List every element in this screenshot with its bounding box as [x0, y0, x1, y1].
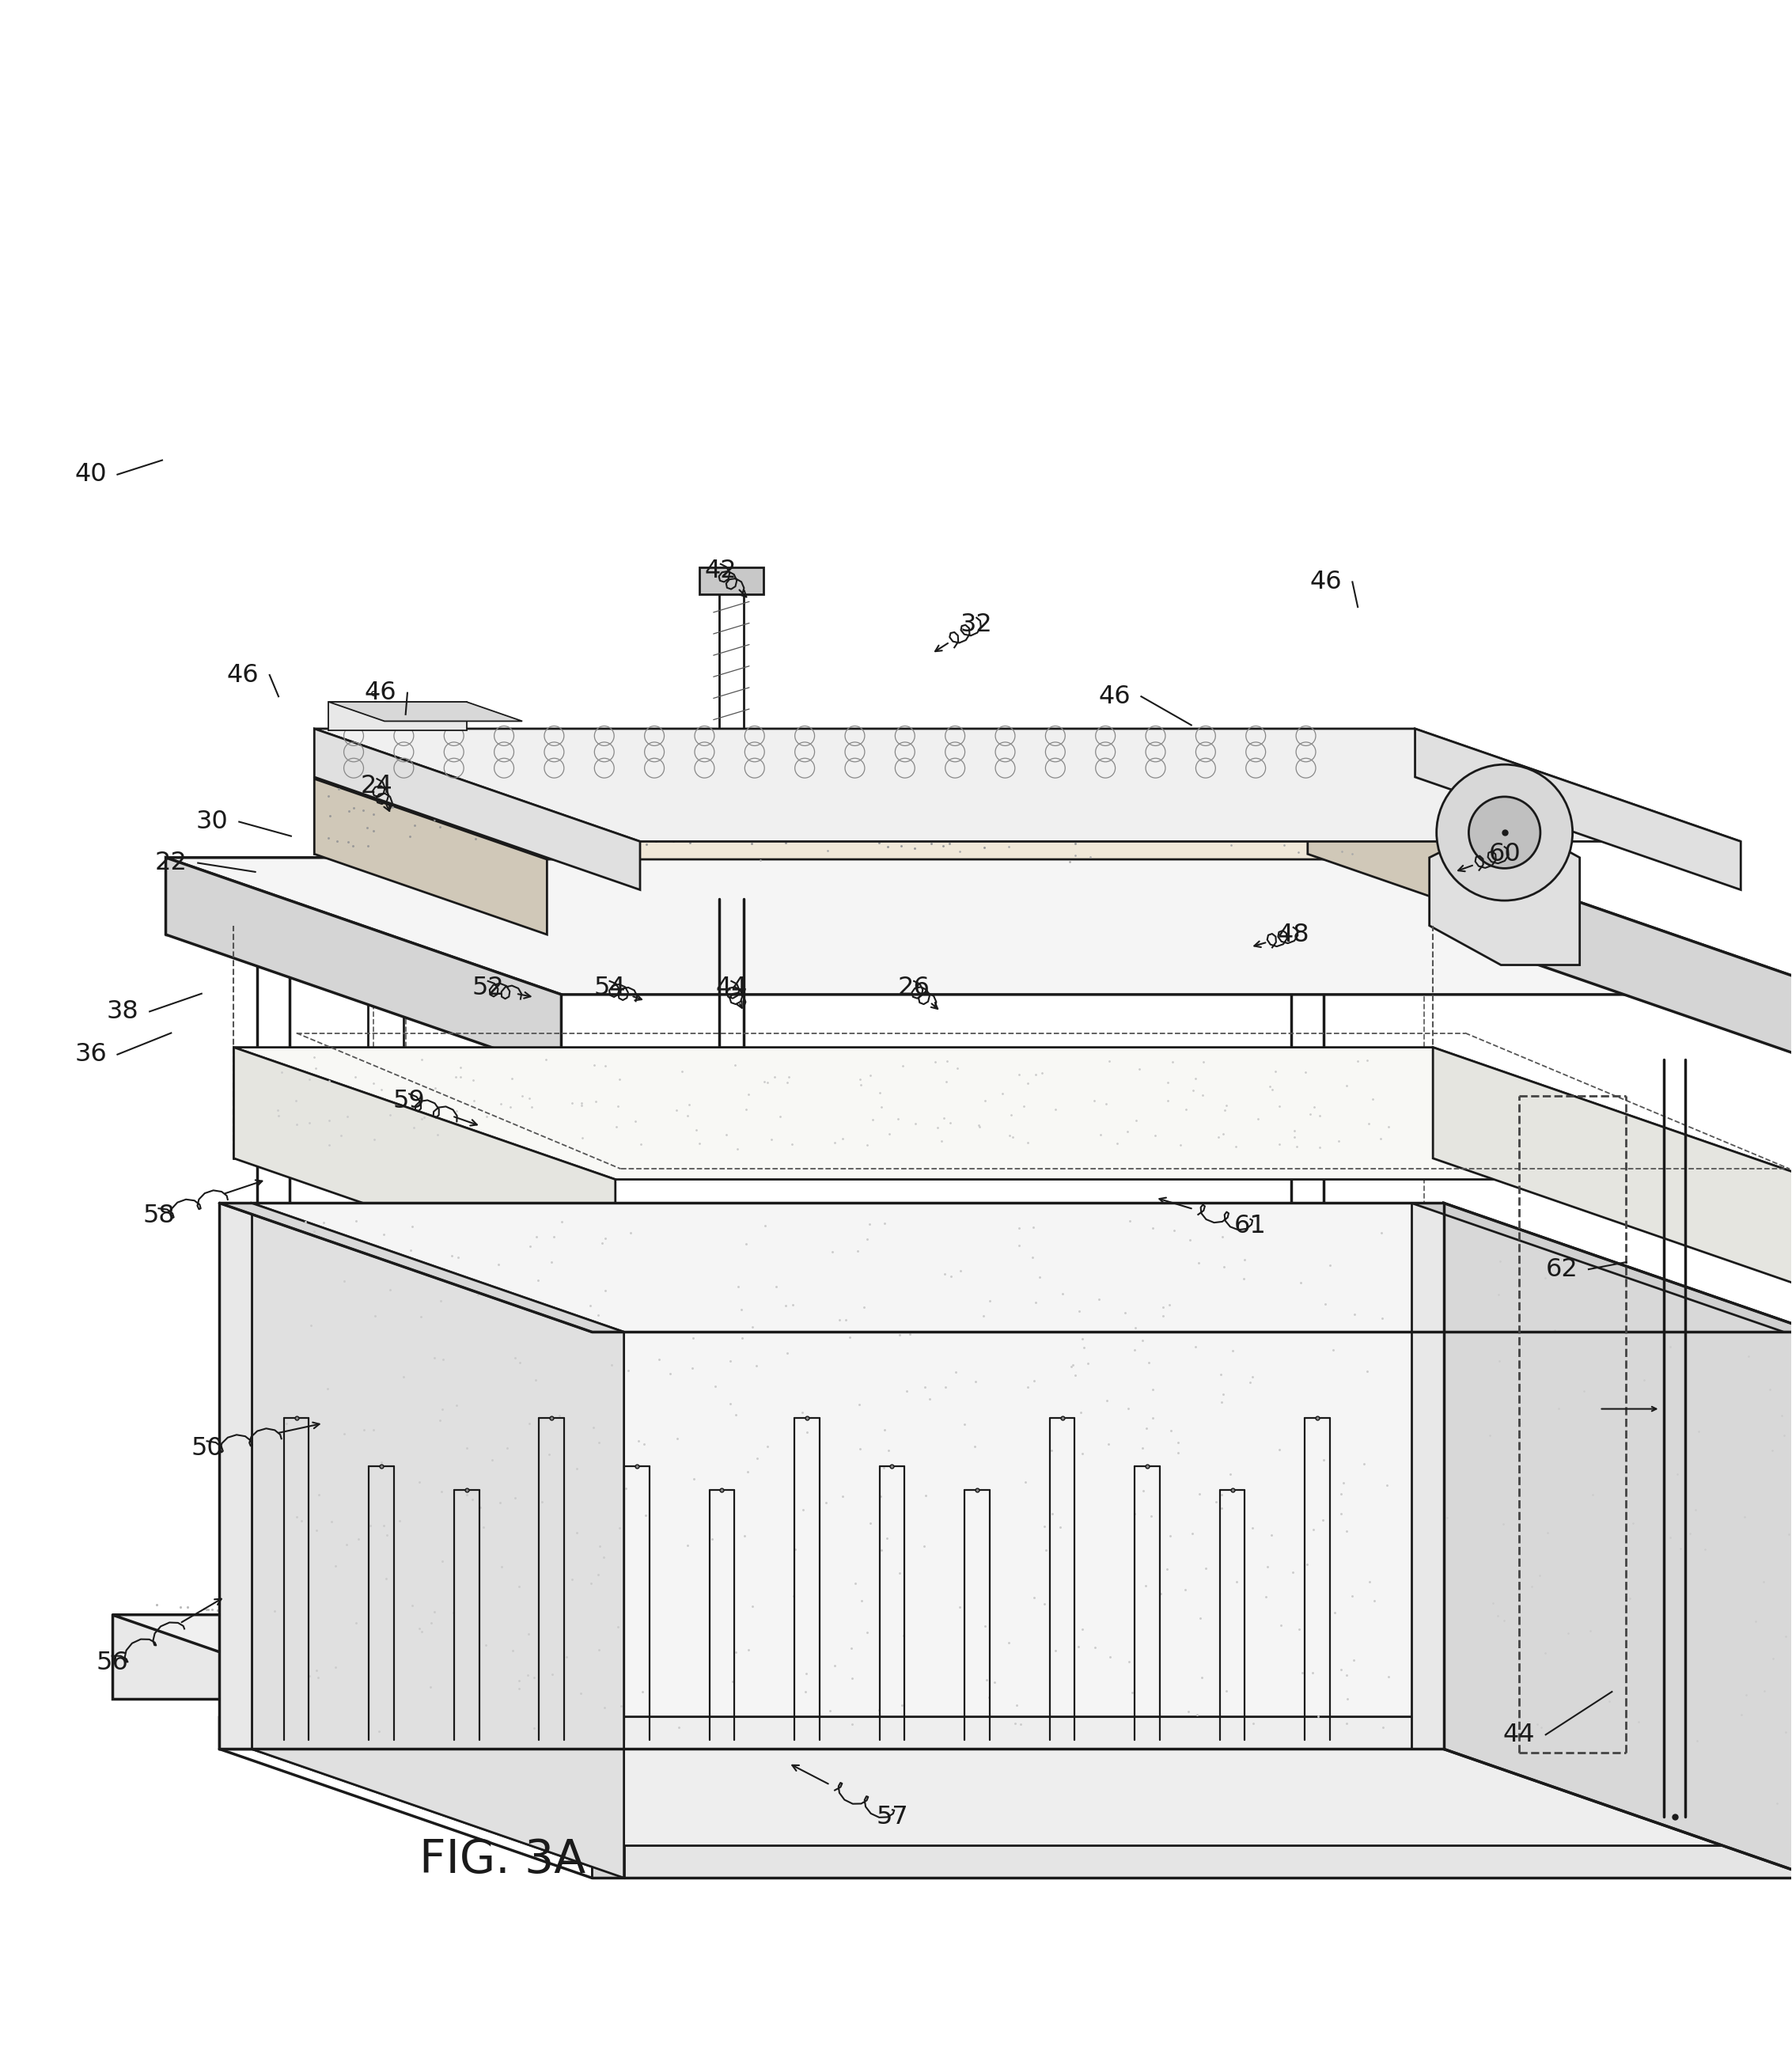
Text: 44: 44 — [1503, 1723, 1536, 1748]
Text: 38: 38 — [108, 1000, 140, 1025]
Polygon shape — [1496, 1616, 1792, 1837]
Text: 57: 57 — [876, 1806, 909, 1828]
Circle shape — [1437, 764, 1573, 901]
Polygon shape — [219, 1202, 624, 1333]
Text: 44: 44 — [715, 975, 747, 1000]
Polygon shape — [1434, 1047, 1792, 1291]
Text: 26: 26 — [898, 975, 930, 1000]
Polygon shape — [314, 729, 1416, 777]
Text: 56: 56 — [97, 1651, 129, 1676]
Text: 48: 48 — [1278, 921, 1310, 946]
Polygon shape — [251, 1202, 624, 1878]
Polygon shape — [699, 568, 763, 595]
Polygon shape — [314, 779, 1308, 853]
Polygon shape — [314, 779, 547, 934]
Polygon shape — [219, 1717, 1792, 1845]
Polygon shape — [1308, 779, 1541, 934]
Polygon shape — [328, 702, 466, 731]
Polygon shape — [314, 729, 1740, 841]
Polygon shape — [167, 857, 561, 1072]
Polygon shape — [591, 1333, 624, 1878]
Text: 46: 46 — [364, 680, 396, 705]
Polygon shape — [113, 1616, 1496, 1698]
Polygon shape — [233, 1047, 1434, 1159]
Polygon shape — [1416, 729, 1740, 890]
Text: 22: 22 — [154, 851, 188, 876]
Text: 50: 50 — [190, 1436, 222, 1461]
Text: 42: 42 — [704, 560, 737, 583]
Text: 59: 59 — [392, 1089, 425, 1114]
Polygon shape — [113, 1616, 1792, 1752]
Text: 54: 54 — [593, 975, 625, 1000]
Polygon shape — [314, 779, 1541, 859]
Text: 60: 60 — [1489, 841, 1521, 866]
Polygon shape — [251, 1202, 1412, 1750]
Polygon shape — [167, 857, 1452, 934]
Polygon shape — [1412, 1202, 1792, 1333]
Polygon shape — [167, 857, 1792, 994]
Polygon shape — [233, 1047, 1792, 1180]
Polygon shape — [219, 1717, 1444, 1750]
Polygon shape — [314, 729, 640, 890]
Text: FIG. 3A: FIG. 3A — [419, 1837, 586, 1882]
Circle shape — [1469, 797, 1541, 868]
Polygon shape — [233, 1047, 615, 1291]
Text: 24: 24 — [360, 773, 392, 797]
Text: 46: 46 — [1310, 570, 1342, 595]
Polygon shape — [1444, 1202, 1792, 1878]
Text: 52: 52 — [471, 975, 504, 1000]
Polygon shape — [591, 1333, 1792, 1878]
Text: 61: 61 — [1235, 1215, 1267, 1240]
Polygon shape — [328, 702, 521, 721]
Polygon shape — [251, 1750, 1783, 1878]
Text: 40: 40 — [75, 463, 108, 488]
Text: 46: 46 — [1098, 684, 1131, 709]
Polygon shape — [1430, 818, 1581, 965]
Text: 36: 36 — [75, 1041, 108, 1066]
Text: 30: 30 — [195, 810, 228, 835]
Text: 58: 58 — [143, 1202, 176, 1227]
Polygon shape — [1452, 857, 1792, 1072]
Polygon shape — [1412, 1202, 1444, 1750]
Text: 32: 32 — [961, 614, 993, 636]
Text: 46: 46 — [226, 663, 258, 688]
Text: 62: 62 — [1546, 1256, 1579, 1281]
Polygon shape — [219, 1202, 251, 1750]
